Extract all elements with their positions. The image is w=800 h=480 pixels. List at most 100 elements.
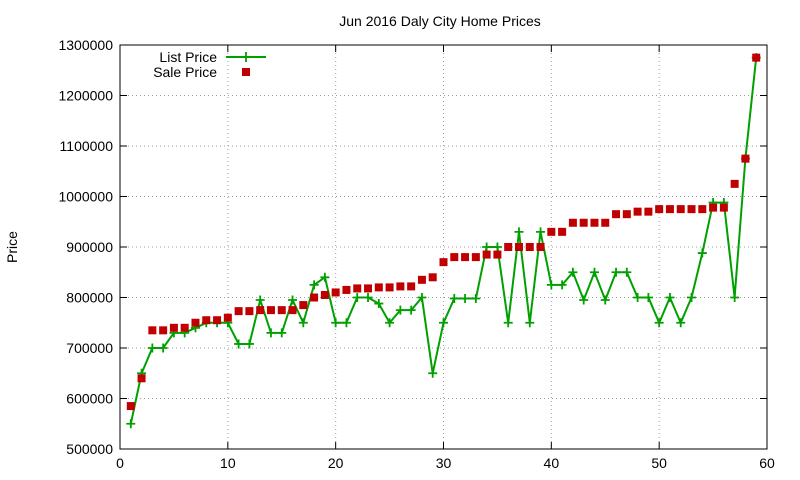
list-price-point bbox=[385, 318, 395, 328]
sale-price-point bbox=[417, 275, 426, 284]
x-tick-label: 0 bbox=[116, 455, 124, 471]
sale-price-point bbox=[612, 210, 621, 219]
sale-price-point bbox=[407, 282, 416, 291]
list-price-point bbox=[730, 293, 740, 302]
sale-price-point bbox=[364, 284, 373, 293]
sale-price-point bbox=[126, 402, 135, 411]
sale-price-point bbox=[159, 326, 168, 335]
list-price-point bbox=[244, 339, 254, 349]
sale-price-point bbox=[568, 218, 577, 227]
sale-price-point bbox=[374, 283, 383, 292]
sale-price-point bbox=[579, 218, 588, 227]
x-tick-label: 50 bbox=[651, 455, 667, 471]
sale-price-point bbox=[558, 227, 567, 236]
sale-price-point bbox=[676, 205, 685, 214]
sale-price-point bbox=[396, 282, 405, 291]
list-price-point bbox=[449, 294, 459, 304]
list-price-point bbox=[665, 293, 675, 302]
y-tick-label: 1300000 bbox=[58, 37, 113, 53]
sale-price-point bbox=[590, 218, 599, 227]
sale-price-point bbox=[320, 290, 329, 299]
list-price-point bbox=[482, 242, 492, 252]
sale-price-point bbox=[266, 306, 275, 315]
list-price-point bbox=[676, 318, 686, 328]
y-tick-label: 900000 bbox=[66, 239, 113, 255]
list-price-point bbox=[147, 343, 157, 353]
x-tick-label: 30 bbox=[436, 455, 452, 471]
sale-price-point bbox=[547, 227, 556, 236]
y-tick-label: 600000 bbox=[66, 391, 113, 407]
sale-price-point bbox=[719, 203, 728, 212]
sale-price-point bbox=[504, 243, 513, 251]
sale-price-point bbox=[622, 210, 631, 219]
list-price-point bbox=[611, 267, 621, 277]
sale-price-point bbox=[601, 218, 610, 227]
list-price-point bbox=[428, 368, 438, 378]
list-price-point bbox=[406, 305, 416, 315]
sale-price-point bbox=[223, 313, 232, 322]
list-price-point bbox=[600, 295, 610, 305]
sale-price-point bbox=[536, 243, 545, 251]
list-price-point bbox=[288, 295, 298, 305]
legend-label-list-price: List Price bbox=[159, 49, 217, 65]
sale-price-point bbox=[439, 258, 448, 267]
list-price-point bbox=[266, 328, 276, 338]
y-tick-label: 800000 bbox=[66, 290, 113, 306]
sale-price-point bbox=[525, 243, 534, 251]
x-tick-label: 20 bbox=[328, 455, 344, 471]
sale-price-point bbox=[310, 293, 319, 302]
sale-price-point bbox=[450, 253, 459, 262]
sale-price-point bbox=[385, 283, 394, 292]
list-price-point bbox=[352, 293, 362, 302]
sale-price-point bbox=[655, 205, 664, 214]
y-tick-label: 1200000 bbox=[58, 88, 113, 104]
y-axis: 500000 600000 700000 800000 900000 1000000 110… bbox=[58, 37, 767, 457]
list-price-point bbox=[514, 227, 524, 237]
sale-price-point bbox=[709, 203, 718, 212]
sale-price-point bbox=[191, 318, 200, 327]
chart-title: Jun 2016 Daly City Home Prices bbox=[339, 13, 541, 29]
sale-price-point bbox=[180, 323, 189, 332]
list-price-point bbox=[622, 267, 632, 277]
list-price-point bbox=[471, 294, 481, 304]
list-price-point bbox=[309, 280, 319, 290]
list-price-point bbox=[633, 293, 643, 302]
series-line-list-price bbox=[129, 57, 758, 425]
list-price-point bbox=[589, 267, 599, 277]
sale-price-point bbox=[245, 307, 254, 316]
sale-price-point bbox=[493, 250, 502, 259]
sale-price-point bbox=[148, 326, 157, 335]
list-price-point bbox=[439, 318, 448, 328]
list-price-point bbox=[374, 299, 384, 309]
list-price-point bbox=[158, 343, 168, 353]
list-price-point bbox=[643, 293, 653, 302]
list-price-point bbox=[417, 293, 427, 302]
sale-price-point bbox=[514, 243, 523, 251]
y-tick-label: 700000 bbox=[66, 340, 113, 356]
sale-price-point bbox=[471, 253, 480, 262]
grid bbox=[120, 45, 767, 449]
sale-price-point bbox=[137, 374, 146, 383]
plot-frame bbox=[119, 44, 768, 450]
list-price-point bbox=[492, 242, 502, 252]
list-price-point bbox=[579, 295, 589, 305]
x-tick-label: 40 bbox=[544, 455, 560, 471]
y-tick-label: 1100000 bbox=[60, 138, 114, 154]
sale-price-point bbox=[169, 323, 178, 332]
y-tick-label: 1000000 bbox=[58, 189, 113, 205]
list-price-point bbox=[460, 294, 470, 304]
x-axis: 0 10 20 30 40 50 60 bbox=[116, 45, 775, 471]
legend: List Price Sale Price bbox=[153, 49, 266, 80]
series-area bbox=[126, 53, 761, 429]
sale-price-point bbox=[202, 316, 211, 325]
sale-price-point bbox=[482, 250, 491, 259]
sale-price-point bbox=[353, 284, 362, 293]
legend-marker-sale-price bbox=[242, 68, 250, 76]
list-price-point bbox=[255, 295, 265, 305]
list-price-point bbox=[503, 318, 513, 328]
list-price-point bbox=[395, 305, 405, 315]
list-price-point bbox=[654, 318, 664, 328]
sale-price-point bbox=[730, 179, 739, 188]
list-price-point bbox=[341, 318, 351, 328]
